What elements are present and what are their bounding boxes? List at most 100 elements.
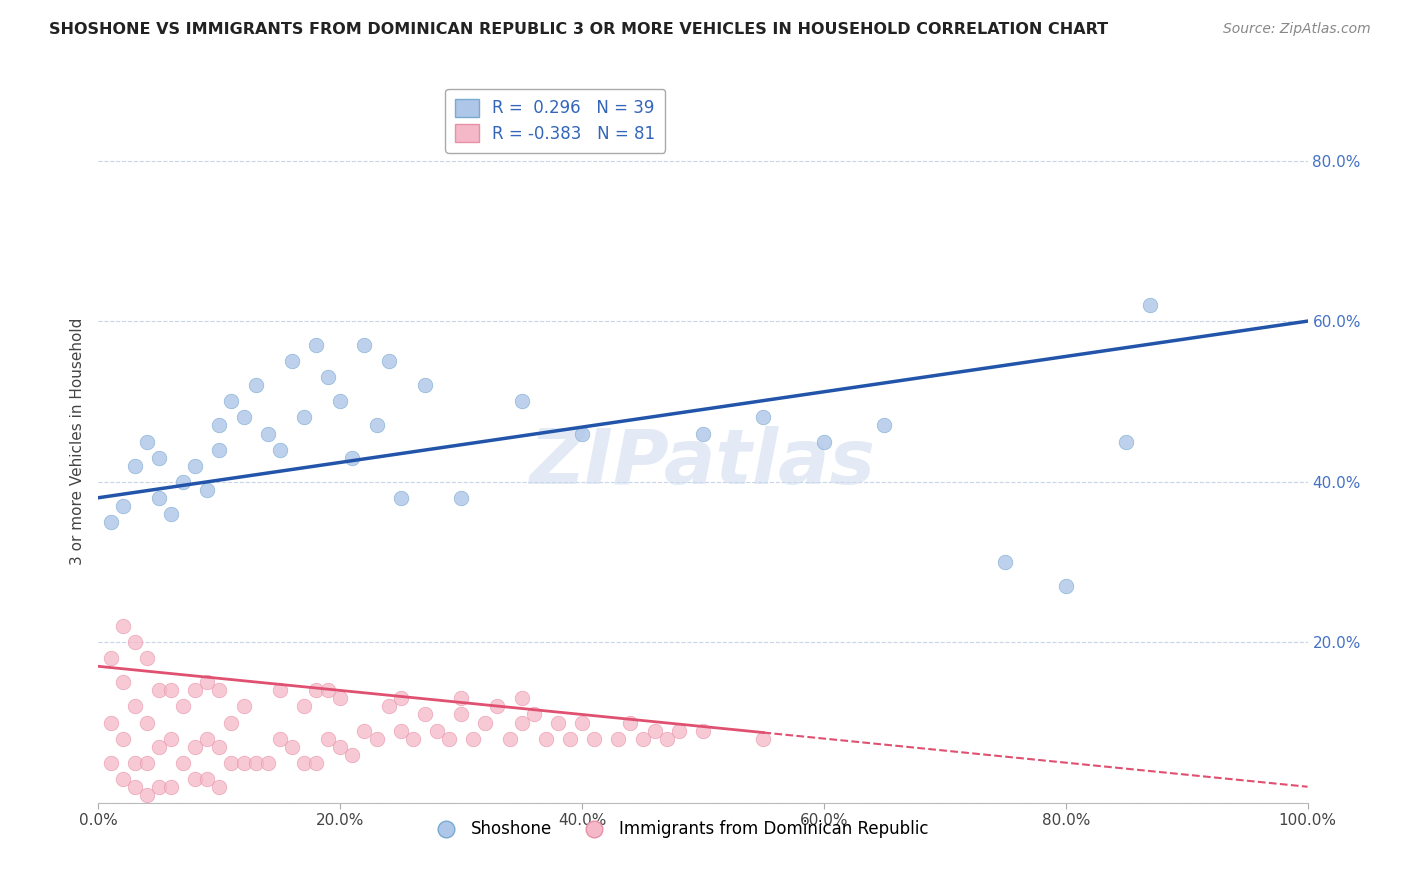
Point	[195, 675, 218, 690]
Point	[329, 691, 352, 706]
Point	[463, 731, 485, 746]
Point	[111, 619, 134, 633]
Point	[389, 491, 412, 505]
Point	[184, 739, 207, 754]
Point	[135, 756, 157, 770]
Point	[813, 434, 835, 449]
Point	[377, 354, 399, 368]
Point	[245, 378, 267, 392]
Point	[232, 410, 254, 425]
Point	[124, 635, 146, 649]
Point	[571, 715, 593, 730]
Point	[305, 683, 328, 698]
Point	[111, 731, 134, 746]
Point	[256, 426, 278, 441]
Point	[221, 756, 243, 770]
Point	[413, 378, 436, 392]
Point	[316, 731, 339, 746]
Point	[510, 715, 533, 730]
Point	[534, 731, 557, 746]
Point	[292, 410, 315, 425]
Point	[160, 780, 183, 794]
Point	[316, 683, 339, 698]
Point	[148, 780, 170, 794]
Point	[148, 683, 170, 698]
Point	[256, 756, 278, 770]
Point	[558, 731, 581, 746]
Point	[413, 707, 436, 722]
Point	[160, 507, 183, 521]
Point	[342, 450, 364, 465]
Point	[160, 683, 183, 698]
Point	[111, 499, 134, 513]
Point	[366, 731, 388, 746]
Point	[148, 450, 170, 465]
Point	[366, 418, 388, 433]
Point	[208, 739, 231, 754]
Point	[752, 731, 775, 746]
Point	[124, 458, 146, 473]
Point	[342, 747, 364, 762]
Text: Source: ZipAtlas.com: Source: ZipAtlas.com	[1223, 22, 1371, 37]
Point	[402, 731, 425, 746]
Point	[135, 651, 157, 665]
Point	[269, 442, 291, 457]
Point	[281, 739, 304, 754]
Point	[195, 772, 218, 786]
Point	[474, 715, 496, 730]
Point	[195, 731, 218, 746]
Text: SHOSHONE VS IMMIGRANTS FROM DOMINICAN REPUBLIC 3 OR MORE VEHICLES IN HOUSEHOLD C: SHOSHONE VS IMMIGRANTS FROM DOMINICAN RE…	[49, 22, 1108, 37]
Point	[510, 394, 533, 409]
Point	[172, 699, 194, 714]
Point	[135, 434, 157, 449]
Point	[583, 731, 606, 746]
Point	[269, 683, 291, 698]
Y-axis label: 3 or more Vehicles in Household: 3 or more Vehicles in Household	[69, 318, 84, 566]
Point	[437, 731, 460, 746]
Point	[172, 756, 194, 770]
Point	[316, 370, 339, 384]
Point	[353, 338, 375, 352]
Point	[292, 756, 315, 770]
Point	[232, 699, 254, 714]
Point	[353, 723, 375, 738]
Point	[245, 756, 267, 770]
Point	[281, 354, 304, 368]
Point	[450, 691, 472, 706]
Text: ZIPatlas: ZIPatlas	[530, 426, 876, 500]
Point	[111, 675, 134, 690]
Point	[486, 699, 509, 714]
Point	[692, 723, 714, 738]
Point	[752, 410, 775, 425]
Point	[655, 731, 678, 746]
Point	[148, 739, 170, 754]
Point	[208, 683, 231, 698]
Point	[571, 426, 593, 441]
Point	[619, 715, 641, 730]
Point	[329, 394, 352, 409]
Point	[305, 338, 328, 352]
Point	[292, 699, 315, 714]
Point	[450, 491, 472, 505]
Point	[389, 691, 412, 706]
Point	[184, 683, 207, 698]
Point	[172, 475, 194, 489]
Point	[135, 788, 157, 802]
Point	[994, 555, 1017, 569]
Point	[329, 739, 352, 754]
Point	[100, 651, 122, 665]
Point	[184, 458, 207, 473]
Point	[111, 772, 134, 786]
Point	[208, 442, 231, 457]
Point	[1054, 579, 1077, 593]
Point	[221, 715, 243, 730]
Point	[1139, 298, 1161, 312]
Point	[450, 707, 472, 722]
Point	[124, 780, 146, 794]
Point	[124, 756, 146, 770]
Point	[389, 723, 412, 738]
Point	[523, 707, 546, 722]
Point	[547, 715, 569, 730]
Point	[426, 723, 449, 738]
Point	[208, 418, 231, 433]
